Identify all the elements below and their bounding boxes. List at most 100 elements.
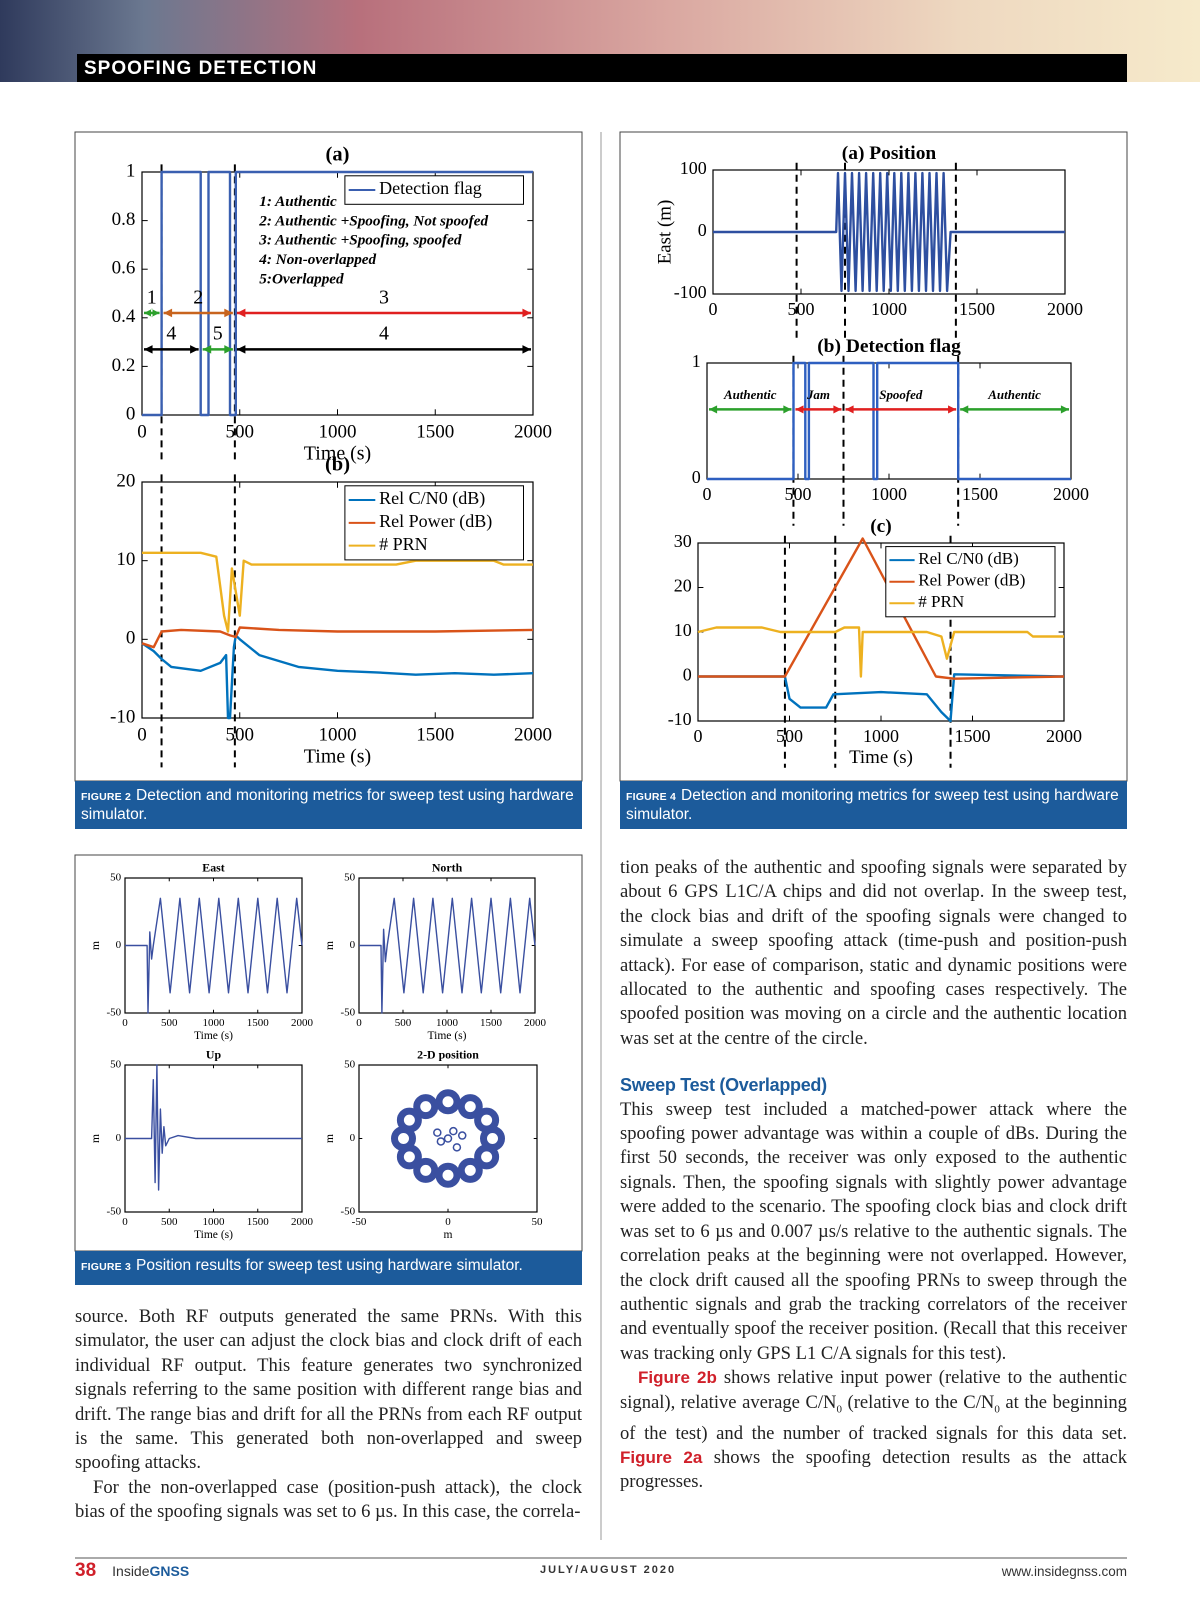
data-line [125,897,303,1014]
y-tick-label: -100 [674,282,707,302]
y-tick-label: 20 [116,470,135,491]
y-tick-label: 0 [126,403,136,424]
data-line [141,626,534,649]
y-tick-label: -10 [110,706,135,727]
x-tick-label: 1000 [863,726,899,746]
note: 1: Authentic [259,193,337,210]
arrow-label: 1 [147,286,157,308]
x-axis-label: Time (s) [194,1229,233,1241]
y-tick-label: 0 [698,220,707,240]
arrow-label: Authentic [987,387,1041,402]
data-line [142,551,533,633]
y-tick-label: 0 [116,939,122,951]
x-tick-label: 500 [226,724,255,745]
note: 3: Authentic +Spoofing, spoofed [258,232,462,249]
y-tick-label: 1 [692,351,701,371]
note: 5:Overlapped [259,270,344,287]
x-tick-label: 500 [776,726,803,746]
text-run: tion peaks of the authentic and spoofing… [620,857,1127,1049]
x-tick-label: 1000 [871,299,907,319]
data-point [474,1107,500,1133]
sub-text: 0 [836,1403,842,1416]
data-point [433,1128,442,1137]
arrow-label: 5 [213,323,223,345]
data-line [142,170,533,417]
x-tick-label: 0 [356,1017,362,1029]
x-tick-label: 0 [445,1216,451,1228]
data-point [452,1143,462,1152]
arrow-label: 4 [379,323,389,345]
data-point [457,1157,483,1183]
y-axis-label: m [90,941,102,950]
y-tick-label: -50 [106,1007,121,1019]
note: 2: Authentic +Spoofing, Not spoofed [258,212,488,229]
plot-area [706,362,1072,480]
y-tick-label: 0 [126,628,136,649]
header-bar [77,54,1127,82]
y-tick-label: 0.2 [112,355,136,376]
text-column: tion peaks of the authentic and spoofing… [620,856,1127,1495]
x-tick-label: 1500 [955,726,991,746]
text-run: shows the spoofing detection results as … [620,1447,1127,1493]
y-axis-label: m [90,1134,102,1143]
figure-label: FIGURE 4 [626,791,677,803]
x-tick-label: 0 [709,299,718,319]
x-tick-label: 1000 [436,1017,459,1029]
legend-label: Rel C/N0 (dB) [379,488,485,509]
x-tick-label: 1000 [203,1216,226,1228]
y-axis-label: m [324,941,336,950]
x-tick-label: 0 [694,726,703,746]
plot-area [358,1064,538,1213]
x-tick-label: 0 [122,1017,128,1029]
data-line [713,171,1065,293]
legend-label: # PRN [918,592,964,611]
x-tick-label: 1500 [962,484,998,504]
panel-title: (b) Detection flag [817,336,961,357]
ref-text: Figure 2b [638,1368,717,1388]
note: 4: Non-overlapped [258,251,376,268]
arrow-label: 4 [166,323,176,345]
sub-text: 0 [994,1403,1000,1416]
x-tick-label: 1500 [416,421,454,442]
ref-text: Figure 2a [620,1448,703,1468]
arrow-label: Jam [806,387,830,402]
data-point [449,1126,458,1136]
x-axis-label: Time (s) [427,1030,466,1042]
x-axis-label: Time (s) [304,442,371,464]
brand-bold: GNSS [149,1563,190,1579]
x-tick-label: 2000 [1047,299,1083,319]
text-run: at the beginning of the test) and the nu… [620,1391,1127,1444]
figure-caption: FIGURE 3 Position results for sweep test … [75,1251,582,1285]
y-tick-label: -10 [668,709,692,729]
page-number: 38 [75,1560,97,1581]
brand: Inside [112,1563,150,1579]
y-tick-label: 0.8 [112,209,136,230]
data-point [413,1094,439,1120]
legend-label: Detection flag [379,178,482,198]
y-tick-label: 50 [344,872,356,884]
y-tick-label: 0 [350,939,356,951]
y-tick-label: 0 [350,1132,356,1144]
arrow-label: 3 [379,286,389,308]
panel-title: (c) [870,516,892,537]
data-line [359,897,536,1014]
data-point [435,1089,461,1115]
y-tick-label: 0.6 [112,258,136,279]
panel-title: (b) [325,454,350,476]
data-point [413,1157,439,1183]
data-point [457,1131,467,1140]
paragraph: source. Both RF outputs generated the sa… [75,1305,582,1476]
x-axis-label: m [444,1229,453,1241]
x-tick-label: 1000 [319,421,357,442]
y-tick-label: 30 [674,531,692,551]
x-tick-label: 500 [788,299,815,319]
section-heading: Sweep Test (Overlapped) [620,1073,1127,1097]
text-run: source. Both RF outputs generated the sa… [75,1306,582,1474]
data-line [125,1064,302,1191]
x-tick-label: 0 [137,421,147,442]
y-tick-label: -50 [106,1206,121,1218]
data-point [436,1137,446,1146]
